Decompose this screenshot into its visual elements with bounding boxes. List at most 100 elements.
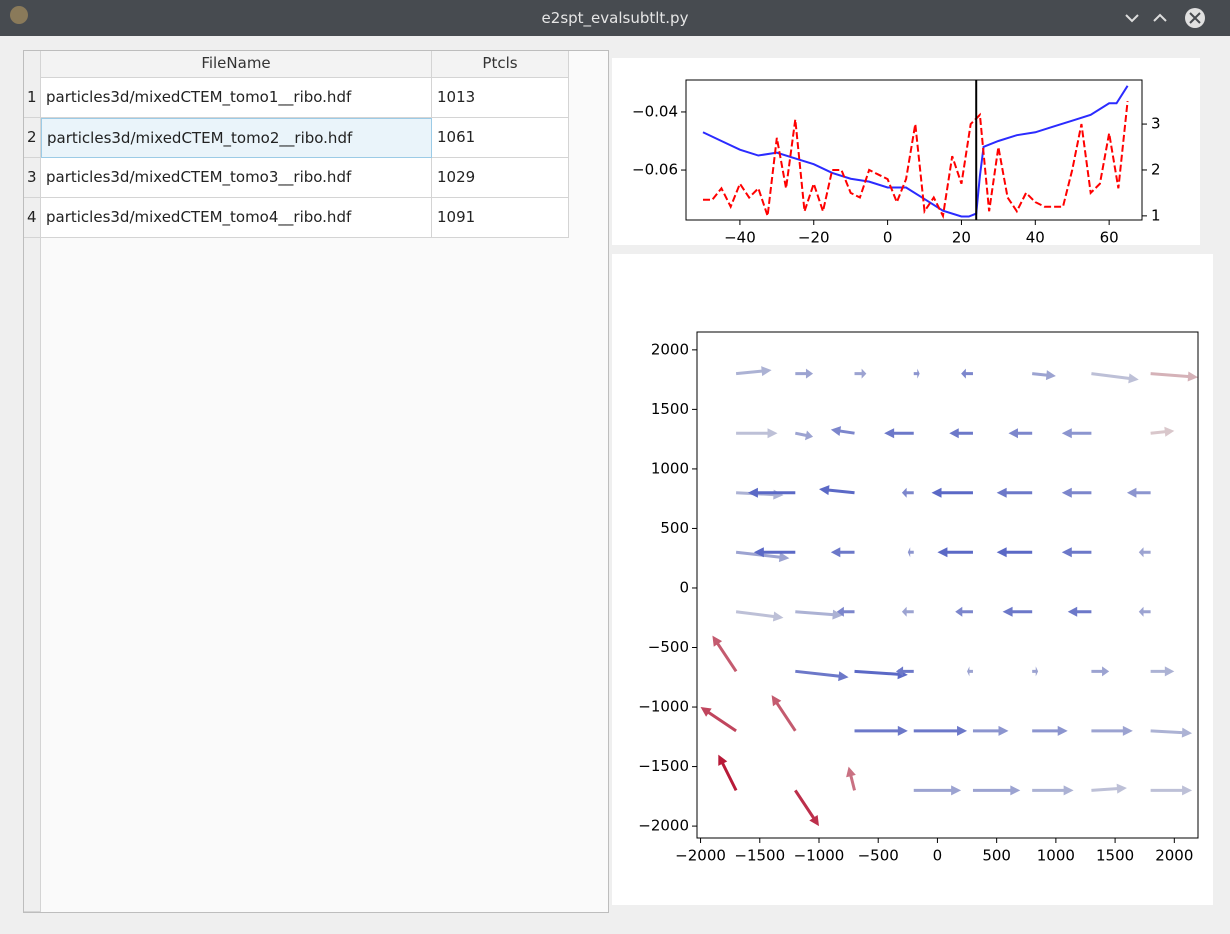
window-controls[interactable] [1122, 8, 1222, 30]
arrow [1032, 785, 1074, 796]
app-icon [10, 6, 28, 24]
y-tick-label: 0 [679, 578, 689, 596]
arrow [735, 610, 784, 622]
arrow [1061, 487, 1092, 498]
arrow [1091, 783, 1127, 794]
arrow [795, 430, 814, 441]
quiver-chart: −2000 −1500 −1000 −500 0 500 1000 1500 2000 2000 1… [638, 331, 1199, 865]
table-cell[interactable]: particles3d/mixedCTEM_tomo4__ribo.hdf [41, 198, 432, 238]
file-table[interactable]: FileName Ptcls 1 particles3d/mixedCTEM_tomo… [23, 50, 609, 913]
arrow [1150, 666, 1175, 677]
data-line [702, 85, 1129, 218]
arrow [955, 606, 973, 617]
arrow [794, 789, 819, 827]
arrow [996, 487, 1033, 498]
arrow [961, 368, 973, 379]
arrow [913, 725, 968, 736]
arrow [736, 489, 784, 500]
y2-tick-label: 1 [1151, 206, 1161, 224]
arrow [884, 428, 914, 439]
arrow [907, 547, 914, 558]
plot-panel: −2000 −1500 −1000 −500 0 500 1000 1500 2000 2000 1… [612, 254, 1213, 905]
column-header[interactable]: FileName [41, 51, 432, 78]
arrow [735, 366, 772, 377]
y-tick-label: 1500 [651, 400, 689, 418]
window-title: e2spt_evalsubtlt.py [541, 9, 689, 27]
x-tick-label: 40 [1026, 229, 1045, 246]
x-tick-label: 1000 [1037, 847, 1075, 865]
y-tick-label: −1500 [638, 757, 689, 775]
x-tick-label: −1500 [734, 847, 785, 865]
row-number[interactable]: 3 [24, 158, 41, 198]
y-tick-label: 2000 [651, 340, 689, 358]
arrow [830, 547, 855, 558]
arrow [1008, 428, 1033, 439]
axes-frame [696, 331, 1199, 839]
arrow [795, 609, 843, 620]
table-cell[interactable]: 1091 [432, 198, 569, 238]
x-tick-label: −20 [798, 229, 830, 246]
x-tick-label: 1500 [1096, 847, 1134, 865]
arrow [937, 547, 973, 558]
arrow [1126, 487, 1151, 498]
arrow [753, 547, 796, 558]
arrow [931, 487, 973, 498]
arrow [1032, 725, 1068, 736]
y-tick-label: 1000 [651, 459, 689, 477]
row-number[interactable]: 4 [24, 198, 41, 238]
y-tick-label: −0.04 [632, 102, 678, 120]
arrow [854, 669, 908, 680]
table-cell[interactable]: particles3d/mixedCTEM_tomo2__ribo.hdf [41, 118, 432, 158]
table-cell[interactable]: particles3d/mixedCTEM_tomo3__ribo.hdf [41, 158, 432, 198]
row-number[interactable]: 2 [24, 118, 41, 158]
row-number[interactable]: 1 [24, 78, 41, 118]
table-cell[interactable]: 1029 [432, 158, 569, 198]
y-tick-label: −1000 [638, 698, 689, 716]
x-tick-label: −40 [724, 229, 756, 246]
arrow [700, 707, 737, 733]
x-tick-label: 60 [1100, 229, 1119, 246]
arrow [846, 766, 856, 791]
arrow [1002, 606, 1033, 617]
arrow [949, 428, 973, 439]
arrow [972, 725, 1009, 736]
column-header[interactable]: Ptcls [432, 51, 569, 78]
arrow [718, 754, 738, 792]
plot-panel: −40 −20 0 20 40 60 −0.04 −0.06 1 2 3 [612, 58, 1200, 247]
arrow [747, 487, 796, 498]
axes-frame [685, 79, 1143, 221]
x-tick-label: 0 [883, 229, 893, 246]
y2-tick-label: 2 [1151, 160, 1161, 178]
y2-tick-label: 3 [1151, 115, 1161, 133]
y-tick-label: −2000 [638, 817, 689, 835]
x-tick-label: −1000 [794, 847, 845, 865]
arrow [1091, 666, 1110, 677]
data-line [702, 101, 1129, 220]
arrow [1150, 426, 1175, 437]
arrow [1091, 372, 1139, 384]
arrow [854, 368, 867, 379]
x-tick-label: 500 [982, 847, 1011, 865]
y-tick-label: −0.06 [632, 161, 678, 179]
x-tick-label: 2000 [1155, 847, 1193, 865]
arrow [1061, 428, 1092, 439]
arrow [1032, 370, 1056, 381]
arrow [1091, 725, 1133, 736]
arrow [1150, 727, 1193, 738]
arrow [895, 666, 914, 677]
table-cell[interactable]: 1061 [432, 118, 569, 158]
row-header-column [24, 51, 41, 912]
arrow [795, 669, 849, 682]
arrow [1061, 547, 1092, 558]
arrow [901, 487, 914, 498]
x-tick-label: 0 [933, 847, 943, 865]
table-cell[interactable]: 1013 [432, 78, 569, 118]
x-tick-label: −2000 [675, 847, 726, 865]
arrow [836, 606, 855, 617]
arrow [795, 368, 814, 379]
table-cell[interactable]: particles3d/mixedCTEM_tomo1__ribo.hdf [41, 78, 432, 118]
arrow [913, 368, 920, 379]
arrow [1032, 666, 1039, 677]
line-chart: −40 −20 0 20 40 60 −0.04 −0.06 1 2 3 [632, 79, 1161, 247]
arrow [967, 666, 973, 677]
